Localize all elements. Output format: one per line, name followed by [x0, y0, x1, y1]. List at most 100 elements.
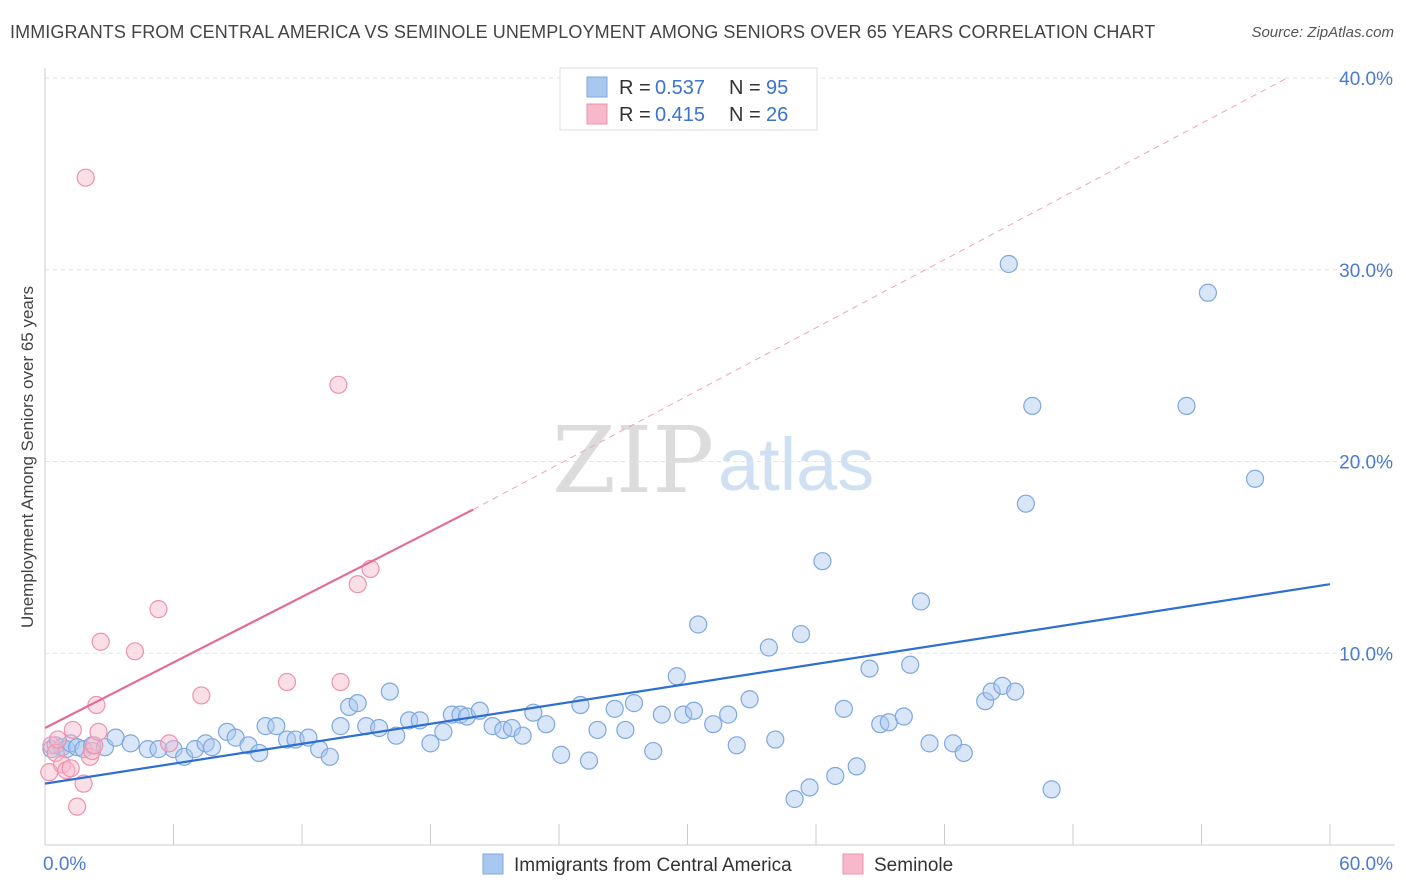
- immigrants-point-91: [1016, 494, 1035, 513]
- immigrants-point-53: [588, 720, 607, 740]
- seminole-point-10: [76, 168, 95, 187]
- immigrants-point-93: [1177, 396, 1196, 415]
- immigrants-point-82: [920, 734, 939, 753]
- series-seminole-points: [40, 168, 380, 816]
- immigrants-point-56: [624, 694, 644, 713]
- immigrants-point-60: [674, 705, 693, 724]
- gridlines: [45, 77, 1395, 654]
- immigrants-point-12: [149, 740, 168, 759]
- series-immigrants-points: [42, 254, 1265, 809]
- y-tick-label-3: 40.0%: [1339, 69, 1393, 90]
- x-tick-label-1: 60.0%: [1339, 854, 1393, 875]
- immigrants-point-36: [399, 711, 419, 730]
- seminole-point-23: [331, 672, 350, 692]
- immigrants-point-17: [202, 738, 222, 757]
- legend-swatch-pink: [586, 103, 608, 125]
- immigrants-point-28: [320, 747, 339, 766]
- immigrants-point-68: [766, 730, 785, 749]
- immigrants-point-52: [579, 751, 599, 770]
- immigrants-point-23: [267, 717, 286, 736]
- bottom-legend-label-0: Immigrants from Central America: [514, 855, 792, 876]
- immigrants-point-38: [421, 734, 440, 753]
- seminole-point-20: [192, 686, 211, 705]
- immigrants-point-59: [667, 667, 686, 686]
- immigrants-point-31: [348, 694, 367, 713]
- seminole-point-13: [85, 736, 104, 755]
- immigrants-point-67: [759, 638, 778, 657]
- immigrants-point-61: [684, 701, 704, 720]
- y-tick-label-1: 20.0%: [1339, 453, 1393, 474]
- seminole-point-22: [329, 375, 348, 394]
- seminole-trend-line: [44, 508, 474, 730]
- seminole-point-7: [63, 720, 82, 740]
- bottom-legend-swatch-blue: [482, 853, 504, 875]
- bottom-legend: Immigrants from Central America Seminole: [482, 853, 953, 876]
- source-label: Source: ZipAtlas.com: [1251, 24, 1394, 41]
- immigrants-point-11: [138, 740, 157, 759]
- immigrants-point-62: [689, 615, 708, 634]
- seminole-point-8: [68, 797, 87, 816]
- immigrants-point-58: [652, 705, 671, 724]
- seminole-point-17: [125, 642, 145, 661]
- y-axis-label: Unemployment Among Seniors over 65 years: [18, 286, 37, 628]
- legend-n-value-1: 26: [766, 104, 788, 126]
- y-tick-label-2: 30.0%: [1339, 261, 1393, 282]
- seminole-point-2: [46, 743, 65, 763]
- immigrants-point-81: [911, 592, 931, 611]
- axes: [44, 68, 1395, 846]
- seminole-point-19: [160, 734, 179, 753]
- immigrants-point-49: [537, 715, 556, 734]
- immigrants-point-85: [976, 692, 995, 711]
- immigrants-trend-line: [44, 583, 1331, 785]
- trend-lines: [44, 77, 1331, 785]
- legend-swatch-blue: [586, 76, 608, 98]
- immigrants-point-64: [719, 705, 738, 724]
- immigrants-point-63: [704, 715, 723, 734]
- immigrants-point-34: [380, 682, 399, 701]
- immigrants-point-44: [483, 717, 502, 736]
- legend-r-label-0: R =: [619, 77, 651, 99]
- legend: R = 0.537 N = 95 R = 0.415 N = 26: [559, 67, 818, 131]
- immigrants-point-69: [785, 789, 804, 809]
- immigrants-point-30: [340, 697, 359, 717]
- bottom-legend-swatch-pink: [842, 853, 864, 875]
- immigrants-point-57: [644, 741, 663, 761]
- immigrants-point-33: [370, 718, 389, 738]
- immigrants-point-29: [331, 717, 350, 736]
- immigrants-point-73: [826, 766, 845, 786]
- legend-r-value-1: 0.415: [655, 104, 705, 126]
- immigrants-point-80: [901, 655, 920, 674]
- legend-n-label-1: N =: [729, 104, 761, 126]
- immigrants-point-88: [1006, 682, 1025, 701]
- immigrants-point-22: [256, 717, 275, 736]
- immigrants-point-95: [1245, 469, 1265, 488]
- immigrants-point-92: [1042, 780, 1061, 799]
- immigrants-point-89: [999, 254, 1018, 274]
- immigrants-point-47: [513, 726, 532, 745]
- chart-title: IMMIGRANTS FROM CENTRAL AMERICA VS SEMIN…: [10, 22, 1156, 42]
- y-tick-label-0: 10.0%: [1339, 644, 1393, 665]
- immigrants-point-70: [791, 624, 811, 644]
- immigrants-point-84: [954, 743, 973, 763]
- immigrants-point-90: [1023, 396, 1042, 415]
- immigrants-point-75: [847, 757, 866, 776]
- seminole-point-15: [89, 722, 108, 741]
- legend-n-label-0: N =: [729, 77, 761, 99]
- immigrants-point-86: [982, 682, 1001, 701]
- watermark-zip: ZIP: [552, 407, 714, 514]
- immigrants-point-66: [740, 690, 759, 709]
- seminole-point-24: [348, 575, 367, 594]
- immigrants-point-54: [605, 699, 624, 718]
- seminole-point-21: [277, 672, 297, 692]
- tick-labels: 10.0% 20.0% 30.0% 40.0% 0.0% 60.0%: [43, 69, 1393, 875]
- immigrants-point-76: [860, 659, 879, 678]
- immigrants-point-39: [434, 722, 453, 741]
- bottom-legend-label-1: Seminole: [874, 855, 953, 876]
- immigrants-point-71: [800, 778, 819, 797]
- legend-r-value-0: 0.537: [655, 77, 705, 99]
- immigrants-point-10: [121, 734, 140, 753]
- immigrants-point-72: [813, 552, 832, 571]
- seminole-point-3: [48, 730, 67, 749]
- immigrants-point-55: [616, 720, 635, 740]
